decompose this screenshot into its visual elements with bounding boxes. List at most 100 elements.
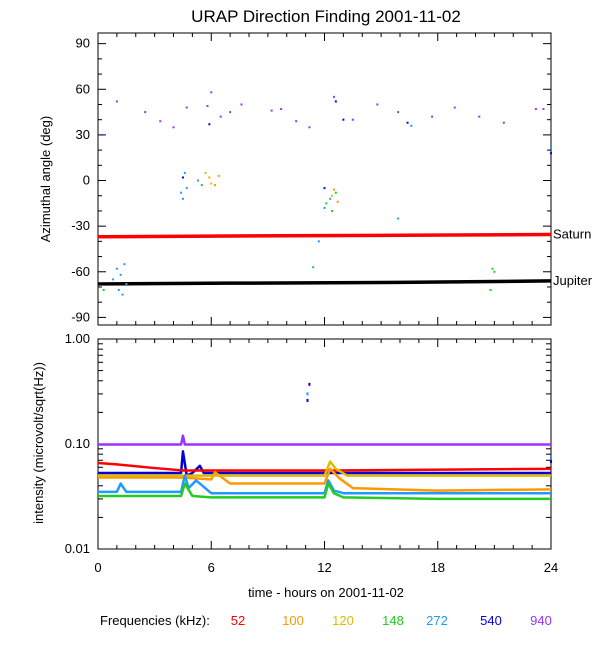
legend-item-940khz: 940 [530, 613, 552, 628]
planet-label-jupiter: Jupiter [553, 273, 593, 288]
time-xtick-label: 12 [317, 560, 331, 575]
direction-point-272khz [550, 146, 552, 149]
direction-point-940khz [534, 108, 537, 111]
direction-point-148khz [491, 267, 494, 270]
direction-point-272khz [115, 267, 118, 270]
direction-point-940khz [159, 120, 162, 123]
time-xtick-label: 18 [431, 560, 445, 575]
direction-point-272khz [121, 293, 124, 296]
intensity-series-540khz [98, 450, 551, 477]
intensity-series-148khz [98, 482, 551, 501]
intensity-spike-540khz [550, 460, 552, 464]
time-xlabel: time - hours on 2001-11-02 [248, 585, 404, 600]
planet-line-jupiter [97, 279, 552, 286]
time-xtick-label: 6 [208, 560, 215, 575]
legend-item-120khz: 120 [332, 613, 354, 628]
direction-point-940khz [453, 106, 456, 109]
direction-point-272khz [185, 187, 188, 190]
intensity-spike-540khz [308, 382, 311, 386]
direction-point-940khz [351, 118, 354, 121]
intensity-series-52khz [97, 461, 552, 472]
direction-point-940khz [100, 133, 103, 136]
direction-point-100khz [217, 174, 220, 177]
intensity-spike-272khz [550, 455, 552, 459]
direction-point-540khz [334, 100, 337, 103]
direction-point-540khz [406, 121, 409, 124]
direction-point-272khz [180, 191, 183, 194]
direction-point-940khz [144, 111, 147, 114]
direction-point-940khz [229, 111, 232, 114]
direction-point-940khz [240, 103, 243, 106]
direction-point-148khz [489, 289, 492, 292]
direction-point-148khz [325, 202, 328, 205]
direction-point-272khz [397, 217, 400, 220]
direction-point-940khz [478, 115, 481, 118]
direction-point-120khz [331, 194, 334, 197]
direction-point-940khz [397, 111, 400, 114]
direction-point-540khz [550, 152, 552, 155]
direction-point-940khz [431, 115, 434, 118]
azimuth-ytick-label: 0 [83, 173, 90, 188]
direction-point-940khz [332, 95, 335, 98]
azimuth-panel: 90 60 30 0 -30 -60 -90 Saturn Jupiter Azimuthal… [38, 32, 593, 326]
time-xtick-label: 24 [544, 560, 558, 575]
intensity-panel: 1.00 0.10 0.01 intensity (microvolt/sqrt(H… [31, 331, 558, 600]
azimuth-ytick-label: 60 [76, 81, 90, 96]
legend-item-540khz: 540 [480, 613, 502, 628]
direction-point-148khz [200, 184, 203, 187]
frequency-legend: Frequencies (kHz): 52 100 120 148 272 540 940 [100, 613, 552, 628]
direction-point-272khz [125, 282, 128, 285]
azimuth-ytick-label: 30 [76, 127, 90, 142]
direction-point-272khz [117, 289, 120, 292]
intensity-ytick-label: 1.00 [65, 331, 90, 346]
direction-point-148khz [312, 266, 315, 269]
direction-point-272khz [119, 273, 122, 276]
direction-point-272khz [410, 124, 413, 127]
direction-point-272khz [181, 197, 184, 200]
direction-point-940khz [185, 106, 188, 109]
direction-point-100khz [208, 176, 211, 179]
direction-point-540khz [342, 118, 345, 121]
direction-point-940khz [219, 115, 222, 118]
direction-point-272khz [323, 206, 326, 209]
intensity-spike-272khz [306, 392, 309, 396]
intensity-ytick-label: 0.01 [65, 541, 90, 556]
direction-point-272khz [197, 179, 200, 182]
direction-point-940khz [270, 109, 273, 112]
azimuth-ytick-label: -60 [71, 264, 90, 279]
azimuth-ytick-label: -90 [71, 309, 90, 324]
intensity-series-100khz [98, 467, 552, 492]
intensity-series-272khz [98, 474, 551, 495]
direction-point-148khz [493, 270, 496, 273]
direction-point-940khz [280, 108, 283, 111]
direction-point-148khz [334, 191, 337, 194]
legend-item-148khz: 148 [382, 613, 404, 628]
direction-point-540khz [323, 187, 326, 190]
direction-point-120khz [204, 171, 207, 174]
azimuth-ytick-label: 90 [76, 36, 90, 51]
direction-point-272khz [112, 278, 115, 281]
direction-point-940khz [206, 105, 209, 107]
direction-point-940khz [308, 126, 311, 129]
direction-point-940khz [376, 103, 379, 106]
direction-point-272khz [123, 263, 126, 266]
direction-point-148khz [331, 209, 334, 212]
direction-point-540khz [181, 176, 184, 179]
direction-point-940khz [210, 91, 213, 94]
planet-line-saturn [97, 232, 552, 239]
legend-item-272khz: 272 [426, 613, 448, 628]
legend-title: Frequencies (kHz): [100, 613, 210, 628]
intensity-spike-540khz [306, 398, 309, 402]
direction-point-100khz [332, 188, 335, 191]
direction-point-148khz [102, 289, 105, 292]
direction-point-540khz [208, 123, 211, 126]
direction-point-940khz [295, 120, 298, 123]
legend-item-52khz: 52 [231, 613, 245, 628]
legend-item-100khz: 100 [282, 613, 304, 628]
direction-point-120khz [210, 182, 213, 185]
intensity-ytick-label: 0.10 [65, 436, 90, 451]
direction-point-940khz [172, 126, 175, 129]
intensity-series-120khz [98, 460, 551, 477]
direction-point-940khz [115, 100, 118, 103]
